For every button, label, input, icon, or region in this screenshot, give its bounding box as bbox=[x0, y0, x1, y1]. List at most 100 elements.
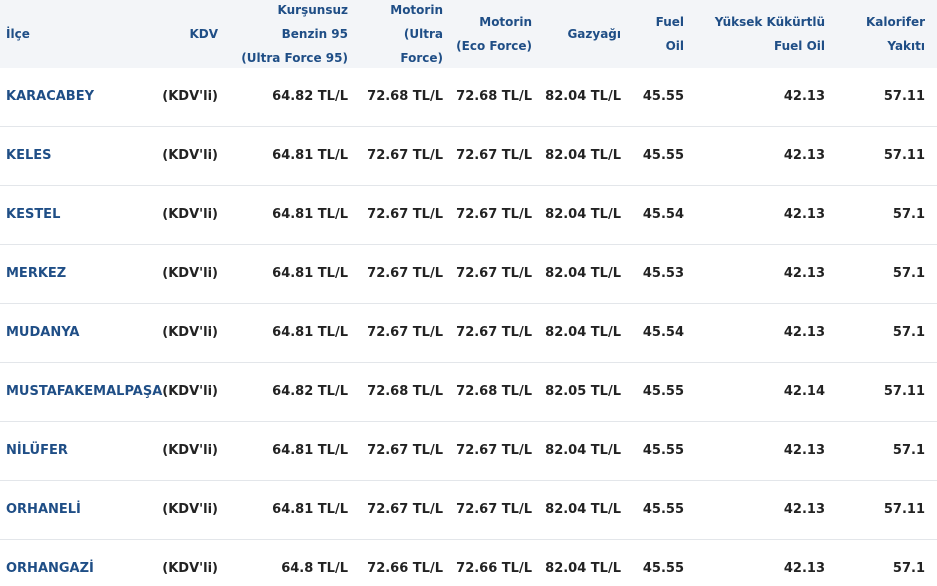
price-cell: 72.67 TL/L bbox=[456, 325, 532, 340]
price-cell: (KDV'li) bbox=[162, 266, 218, 281]
price-cell: 42.13 bbox=[783, 89, 825, 104]
header-line: Fuel bbox=[655, 15, 684, 29]
header-line: KDV bbox=[189, 27, 218, 41]
price-cell: 72.67 TL/L bbox=[456, 207, 532, 222]
price-cell: 82.04 TL/L bbox=[545, 266, 621, 281]
price-cell: 45.55 bbox=[642, 561, 684, 576]
price-cell: 72.67 TL/L bbox=[367, 266, 443, 281]
price-cell: 57.1 bbox=[892, 443, 925, 458]
header-line: Yüksek Kükürtlü bbox=[714, 15, 825, 29]
price-cell: 72.67 TL/L bbox=[367, 325, 443, 340]
header-line: Motorin bbox=[479, 15, 532, 29]
header-line: (Eco Force) bbox=[456, 39, 532, 53]
price-cell: 64.82 TL/L bbox=[272, 89, 348, 104]
district-link[interactable]: ORHANELİ bbox=[6, 502, 81, 517]
price-cell: 72.66 TL/L bbox=[367, 561, 443, 576]
table-row: MERKEZ (KDV'li) 64.81 TL/L 72.67 TL/L 72.67 … bbox=[0, 245, 937, 304]
price-cell: 82.04 TL/L bbox=[545, 148, 621, 163]
district-link[interactable]: ORHANGAZİ bbox=[6, 561, 94, 576]
price-cell: 57.1 bbox=[892, 561, 925, 576]
table-row: ORHANGAZİ (KDV'li) 64.8 TL/L 72.66 TL/L 72.6… bbox=[0, 540, 937, 586]
price-cell: 72.68 TL/L bbox=[456, 89, 532, 104]
district-link[interactable]: KELES bbox=[6, 148, 52, 163]
district-link[interactable]: MUSTAFAKEMALPAŞA bbox=[6, 384, 163, 399]
price-cell: 72.67 TL/L bbox=[456, 148, 532, 163]
column-header: Motorin (Ultra Force) bbox=[390, 0, 443, 68]
price-cell: 72.66 TL/L bbox=[456, 561, 532, 576]
price-cell: 42.13 bbox=[783, 207, 825, 222]
price-cell: 64.81 TL/L bbox=[272, 502, 348, 517]
price-cell: 42.13 bbox=[783, 148, 825, 163]
price-cell: 57.11 bbox=[883, 89, 925, 104]
price-cell: (KDV'li) bbox=[162, 148, 218, 163]
price-cell: 72.67 TL/L bbox=[367, 443, 443, 458]
price-cell: 64.8 TL/L bbox=[281, 561, 348, 576]
column-header: Motorin (Eco Force) bbox=[456, 0, 532, 68]
price-cell: 82.04 TL/L bbox=[545, 561, 621, 576]
price-cell: 72.67 TL/L bbox=[456, 266, 532, 281]
column-header: Kalorifer Yakıtı bbox=[866, 0, 925, 68]
price-cell: 45.53 bbox=[642, 266, 684, 281]
column-header: Fuel Oil bbox=[656, 0, 684, 68]
table-row: MUDANYA (KDV'li) 64.81 TL/L 72.67 TL/L 72.67… bbox=[0, 304, 937, 363]
price-cell: 45.54 bbox=[642, 325, 684, 340]
price-cell: 64.82 TL/L bbox=[272, 384, 348, 399]
price-cell: 64.81 TL/L bbox=[272, 325, 348, 340]
price-cell: 57.1 bbox=[892, 207, 925, 222]
header-line: Kurşunsuz bbox=[277, 3, 348, 17]
price-cell: 82.04 TL/L bbox=[545, 325, 621, 340]
price-cell: 57.11 bbox=[883, 148, 925, 163]
table-row: ORHANELİ (KDV'li) 64.81 TL/L 72.67 TL/L 72.6… bbox=[0, 481, 937, 540]
price-cell: 72.67 TL/L bbox=[367, 502, 443, 517]
district-link[interactable]: NİLÜFER bbox=[6, 443, 68, 458]
price-cell: 72.67 TL/L bbox=[456, 443, 532, 458]
price-cell: (KDV'li) bbox=[162, 207, 218, 222]
price-cell: 42.13 bbox=[783, 502, 825, 517]
price-cell: 45.55 bbox=[642, 502, 684, 517]
column-header: Kurşunsuz Benzin 95 (Ultra Force 95) bbox=[241, 0, 348, 68]
price-cell: 72.67 TL/L bbox=[367, 207, 443, 222]
price-cell: 45.55 bbox=[642, 148, 684, 163]
district-link[interactable]: KARACABEY bbox=[6, 89, 95, 104]
price-cell: 57.11 bbox=[883, 502, 925, 517]
price-cell: 82.04 TL/L bbox=[545, 502, 621, 517]
price-cell: 42.13 bbox=[783, 561, 825, 576]
price-cell: 72.68 TL/L bbox=[367, 384, 443, 399]
table-row: NİLÜFER (KDV'li) 64.81 TL/L 72.67 TL/L 72.67… bbox=[0, 422, 937, 481]
price-cell: (KDV'li) bbox=[162, 561, 218, 576]
price-cell: 64.81 TL/L bbox=[272, 443, 348, 458]
column-header: Yüksek Kükürtlü Fuel Oil bbox=[715, 0, 825, 68]
header-line: Fuel Oil bbox=[774, 39, 825, 53]
header-line: Benzin 95 bbox=[281, 27, 348, 41]
price-cell: 45.55 bbox=[642, 443, 684, 458]
price-cell: 72.68 TL/L bbox=[456, 384, 532, 399]
district-link[interactable]: KESTEL bbox=[6, 207, 61, 222]
price-cell: (KDV'li) bbox=[162, 325, 218, 340]
header-line: Yakıtı bbox=[887, 39, 925, 53]
column-header: KDV bbox=[189, 0, 218, 68]
price-cell: 64.81 TL/L bbox=[272, 148, 348, 163]
price-cell: 82.05 TL/L bbox=[545, 384, 621, 399]
header-line: (Ultra bbox=[403, 27, 443, 41]
price-cell: (KDV'li) bbox=[162, 384, 218, 399]
price-cell: 57.1 bbox=[892, 325, 925, 340]
header-line: İlçe bbox=[6, 27, 30, 41]
price-cell: 42.14 bbox=[783, 384, 825, 399]
price-cell: 82.04 TL/L bbox=[545, 443, 621, 458]
price-cell: 64.81 TL/L bbox=[272, 266, 348, 281]
price-cell: 72.68 TL/L bbox=[367, 89, 443, 104]
table-row: KESTEL (KDV'li) 64.81 TL/L 72.67 TL/L 72.67 … bbox=[0, 186, 937, 245]
table-header: İlçe KDV Kurşunsuz Benzin 95 (Ultra Force 95… bbox=[0, 0, 937, 68]
table-row: KELES (KDV'li) 64.81 TL/L 72.67 TL/L 72.67 T… bbox=[0, 127, 937, 186]
price-cell: (KDV'li) bbox=[162, 502, 218, 517]
district-link[interactable]: MERKEZ bbox=[6, 266, 67, 281]
table-row: KARACABEY (KDV'li) 64.82 TL/L 72.68 TL/L 72.… bbox=[0, 68, 937, 127]
header-line: Force) bbox=[400, 51, 443, 65]
header-line: Motorin bbox=[390, 3, 443, 17]
price-cell: 72.67 TL/L bbox=[367, 148, 443, 163]
table-row: MUSTAFAKEMALPAŞA (KDV'li) 64.82 TL/L 72.68 … bbox=[0, 363, 937, 422]
price-cell: 57.1 bbox=[892, 266, 925, 281]
price-cell: 42.13 bbox=[783, 325, 825, 340]
district-link[interactable]: MUDANYA bbox=[6, 325, 80, 340]
price-cell: (KDV'li) bbox=[162, 89, 218, 104]
